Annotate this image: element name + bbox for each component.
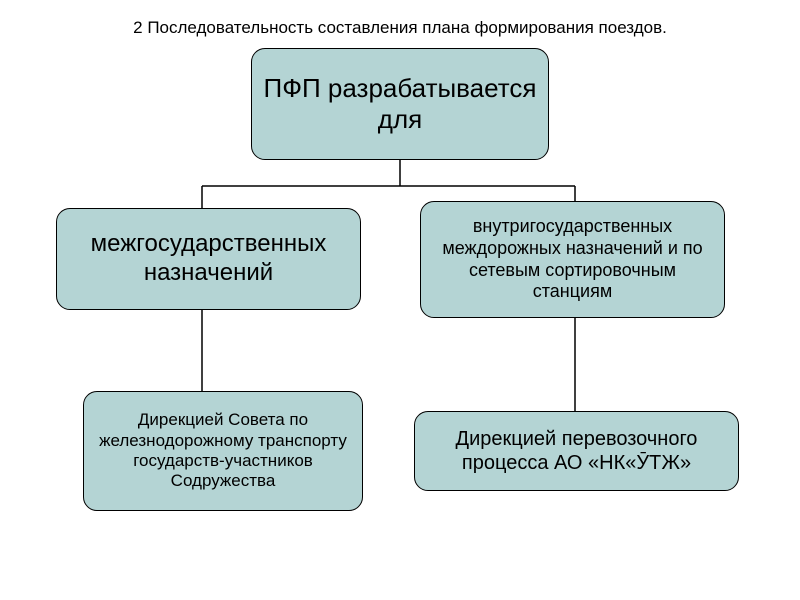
node-right2: Дирекцией перевозочного процесса АО «НК«…: [414, 411, 739, 491]
node-root: ПФП разрабатывается для: [251, 48, 549, 160]
page-title: 2 Последовательность составления плана ф…: [0, 18, 800, 38]
node-right2-label: Дирекцией перевозочного процесса АО «НК«…: [423, 427, 730, 475]
node-right1: внутригосударственных междорожных назнач…: [420, 201, 725, 318]
node-root-label: ПФП разрабатывается для: [260, 73, 540, 135]
node-left2-label: Дирекцией Совета по железнодорожному тра…: [92, 410, 354, 492]
node-right1-label: внутригосударственных междорожных назнач…: [429, 216, 716, 302]
node-left1-label: межгосударственных назначений: [65, 230, 352, 288]
node-left1: межгосударственных назначений: [56, 208, 361, 310]
node-left2: Дирекцией Совета по железнодорожному тра…: [83, 391, 363, 511]
